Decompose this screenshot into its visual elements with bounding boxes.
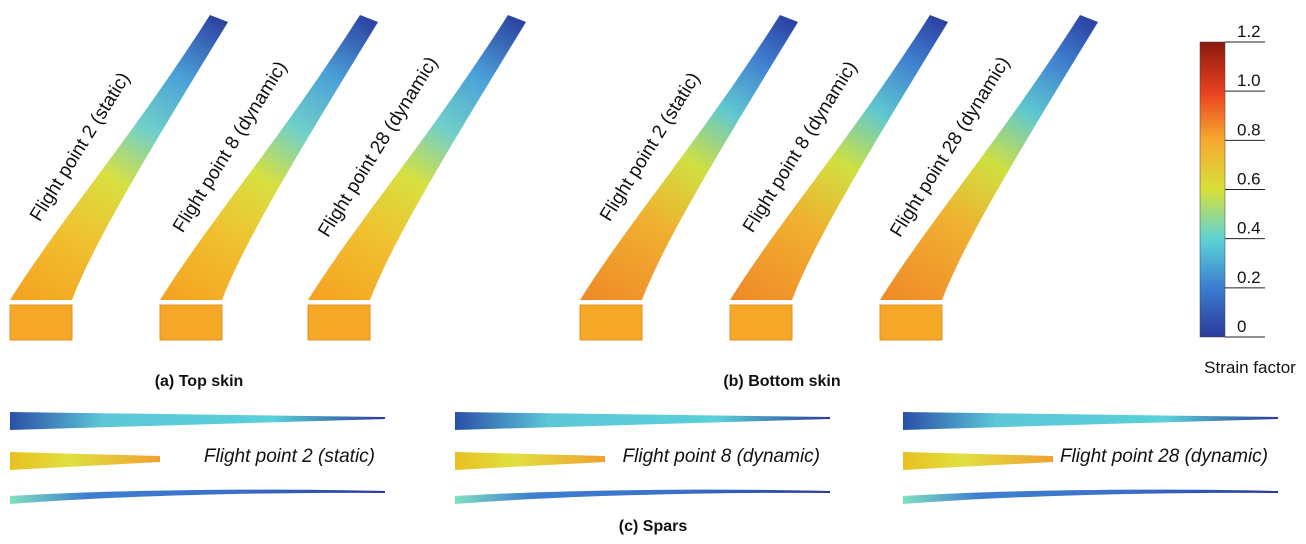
colorbar-tick-label: 0.2 bbox=[1237, 268, 1261, 287]
spar bbox=[10, 489, 385, 504]
wing-root bbox=[579, 304, 643, 341]
wing bbox=[308, 15, 526, 300]
colorbar-tick-label: 1.2 bbox=[1237, 22, 1261, 41]
spar bbox=[903, 412, 1278, 430]
colorbar-tick-label: 0 bbox=[1237, 317, 1246, 336]
wing-root bbox=[9, 304, 73, 341]
spar-label: Flight point 8 (dynamic) bbox=[623, 446, 820, 467]
wing bbox=[160, 15, 378, 300]
spar bbox=[10, 452, 160, 470]
spar bbox=[455, 489, 830, 504]
colorbar-tick-label: 0.6 bbox=[1237, 170, 1261, 189]
spar bbox=[455, 412, 830, 430]
caption: (b) Bottom skin bbox=[723, 373, 840, 390]
colorbar-title: Strain factor bbox=[1204, 358, 1296, 377]
spar bbox=[903, 452, 1053, 470]
colorbar-tick-label: 0.8 bbox=[1237, 120, 1261, 139]
spar bbox=[903, 489, 1278, 504]
wing-root bbox=[307, 304, 371, 341]
colorbar-tick-label: 1.0 bbox=[1237, 71, 1261, 90]
wing bbox=[10, 15, 228, 300]
spar-label: Flight point 28 (dynamic) bbox=[1060, 446, 1268, 467]
spar bbox=[10, 412, 385, 430]
wing bbox=[730, 15, 948, 300]
wing bbox=[580, 15, 798, 300]
caption: (c) Spars bbox=[619, 518, 688, 535]
spar bbox=[455, 452, 605, 470]
wing-root bbox=[159, 304, 223, 341]
spar-label: Flight point 2 (static) bbox=[204, 446, 375, 467]
wing bbox=[880, 15, 1098, 300]
wing-root bbox=[729, 304, 793, 341]
colorbar bbox=[1199, 41, 1226, 338]
wing-root bbox=[879, 304, 943, 341]
caption: (a) Top skin bbox=[155, 373, 244, 390]
colorbar-tick-label: 0.4 bbox=[1237, 219, 1261, 238]
